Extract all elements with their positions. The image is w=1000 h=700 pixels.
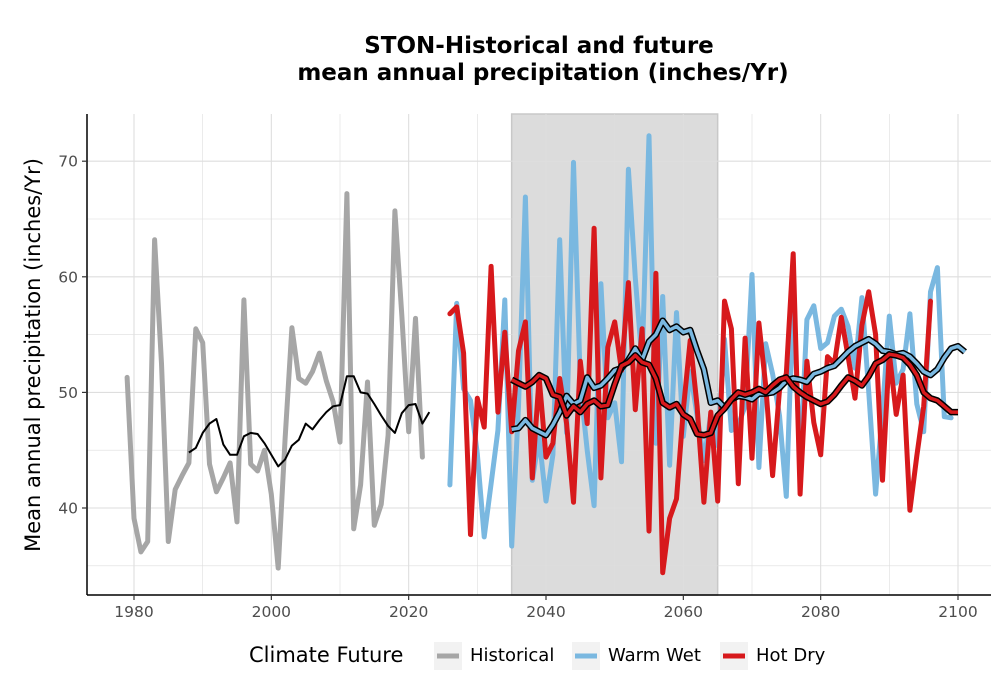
x-tick-label: 2060 <box>664 603 703 621</box>
legend-label-historical: Historical <box>470 645 554 666</box>
y-tick-label: 40 <box>58 500 78 518</box>
legend-items: Historical Warm Wet Hot Dry <box>434 642 826 670</box>
x-tick-label: 2080 <box>801 603 840 621</box>
y-tick-label: 50 <box>58 384 78 402</box>
legend-label-warm-wet: Warm Wet <box>608 645 701 666</box>
legend-label-hot-dry: Hot Dry <box>756 645 826 666</box>
y-tick-label: 70 <box>58 153 78 171</box>
y-tick-label: 60 <box>58 268 78 286</box>
series-line-historical <box>124 191 425 571</box>
legend: Climate Future Historical Warm Wet Hot Dry <box>249 642 826 670</box>
tick-layer: 1980 2000 2020 2040 2060 2080 2100 40 50 60 70 <box>58 153 977 621</box>
smooth-line-outline-historical <box>188 375 431 468</box>
legend-title: Climate Future <box>249 643 403 667</box>
smooth-line-hot-dry <box>510 352 958 437</box>
series-layer <box>124 133 967 576</box>
x-tick-label: 2020 <box>389 603 428 621</box>
chart-title-line-1: STON-Historical and future <box>364 33 714 59</box>
x-tick-label: 2040 <box>526 603 565 621</box>
chart-title-line-2: mean annual precipitation (inches/Yr) <box>297 60 788 86</box>
x-tick-label: 1980 <box>114 603 153 621</box>
x-tick-label: 2000 <box>252 603 291 621</box>
plot-area: 1980 2000 2020 2040 2060 2080 2100 40 50 60 70 <box>58 113 991 621</box>
x-tick-label: 2100 <box>938 603 977 621</box>
y-axis-title: Mean annual precipitation (inches/Yr) <box>21 158 45 552</box>
